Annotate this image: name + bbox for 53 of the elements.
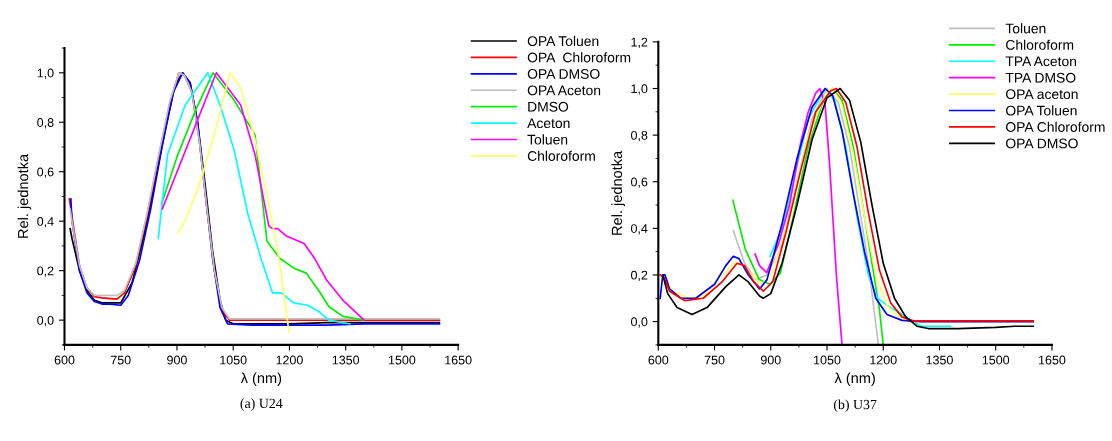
legend-label: Toluen: [1005, 23, 1046, 34]
line-series: [176, 71, 290, 334]
x-tick-label: 900: [760, 355, 781, 365]
x-tick-label: 1050: [814, 355, 841, 365]
text: (a) U24: [240, 398, 283, 411]
y-tick-label: 0,2: [631, 270, 648, 282]
x-tick-label: 1200: [870, 355, 897, 365]
y-tick-label: 0,4: [631, 224, 648, 235]
y-tick-label: 0,8: [631, 130, 648, 142]
x-tick-label: 750: [110, 355, 131, 365]
legend-label: OPA Toluen: [1006, 105, 1077, 116]
y-tick-label: 1,0: [631, 84, 648, 95]
x-tick-label: 1650: [1039, 355, 1066, 365]
legend-label: OPA Toluen: [527, 35, 599, 47]
y-tick-label: 0,6: [37, 167, 54, 178]
x-tick-label: 1500: [982, 355, 1010, 365]
x-tick-label: 1350: [332, 355, 360, 365]
y-tick-label: 0,0: [37, 315, 54, 327]
y-tick-label: 0,8: [37, 118, 54, 129]
legend-label: OPA aceton: [1006, 89, 1078, 100]
y-axis-title: Rel. jednotka: [611, 150, 625, 235]
legend-label: Chloroform: [527, 150, 595, 161]
x-tick-label: 600: [648, 355, 669, 365]
x-tick-label: 900: [167, 355, 187, 365]
legend-label: TPA DMSO: [1005, 72, 1076, 83]
y-tick-label: 1,2: [631, 37, 648, 49]
x-tick-label: 1650: [445, 355, 472, 365]
x-tick-label: 1500: [388, 355, 416, 365]
x-tick-label: 600: [54, 355, 75, 365]
legend-label: Aceton: [527, 118, 570, 129]
y-axis-title: Rel. jednotka: [17, 153, 32, 238]
legend-label: OPA Chloroform: [527, 52, 631, 63]
y-tick-label: 0,0: [631, 317, 648, 328]
y-tick-label: 0,6: [631, 177, 648, 188]
legend-label: Chloroform: [1006, 39, 1074, 50]
y-tick-label: 1,0: [37, 68, 54, 79]
line-series: [754, 87, 843, 345]
legend-label: OPA Chloroform: [1006, 121, 1105, 132]
legend-label: OPA DMSO: [527, 69, 600, 79]
y-tick-label: 0,4: [37, 217, 54, 228]
legend-label: OPA Aceton: [527, 85, 601, 96]
y-tick-label: 0,2: [37, 266, 54, 277]
x-axis-title: λ (nm): [834, 372, 875, 387]
legend-label: Toluen: [527, 134, 568, 145]
legend-label: OPA DMSO: [1006, 138, 1078, 149]
legend-label: TPA Aceton: [1005, 56, 1077, 67]
x-axis-title: λ (nm): [240, 372, 282, 387]
legend-label: DMSO: [528, 101, 569, 112]
x-tick-label: 1350: [926, 355, 953, 365]
x-tick-label: 1200: [276, 355, 303, 365]
x-tick-label: 750: [704, 355, 725, 365]
x-tick-label: 1050: [220, 355, 247, 365]
text: (b) U37: [833, 399, 877, 412]
